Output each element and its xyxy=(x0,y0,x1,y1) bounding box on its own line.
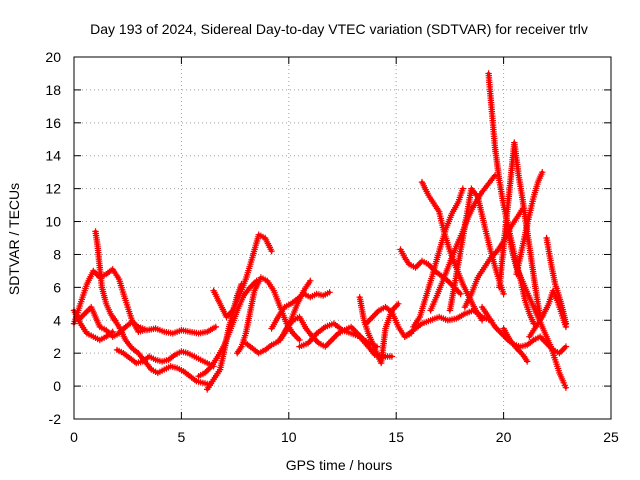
plus-markers xyxy=(418,178,486,324)
y-tick-label: -2 xyxy=(49,411,62,427)
y-tick-label: 16 xyxy=(45,115,61,131)
series-track-12 xyxy=(268,289,333,332)
series-track-26 xyxy=(478,303,570,357)
plus-markers xyxy=(513,169,546,278)
series-track-9 xyxy=(210,231,275,321)
plus-markers xyxy=(478,303,570,357)
plus-markers xyxy=(356,294,402,367)
series-track-17 xyxy=(397,246,464,298)
chart-title: Day 193 of 2024, Sidereal Day-to-day VTE… xyxy=(90,21,588,37)
series-track-30 xyxy=(543,234,570,327)
plus-markers xyxy=(496,139,544,321)
y-tick-label: 4 xyxy=(53,312,61,328)
plus-markers xyxy=(500,325,531,365)
series-layer xyxy=(70,70,570,393)
x-tick-label: 10 xyxy=(281,429,297,445)
plot-frame xyxy=(73,56,612,420)
series-track-6 xyxy=(113,346,217,370)
y-tick-label: 2 xyxy=(53,345,61,361)
plus-markers xyxy=(109,313,213,388)
x-tick-label: 20 xyxy=(496,429,512,445)
plus-markers xyxy=(92,228,118,324)
series-track-25 xyxy=(496,139,544,321)
x-tick-label: 25 xyxy=(603,429,619,445)
y-tick-label: 12 xyxy=(45,181,61,197)
y-tick-label: 8 xyxy=(53,246,61,262)
plus-markers xyxy=(446,185,507,314)
x-axis-label: GPS time / hours xyxy=(286,457,393,473)
plus-markers xyxy=(113,346,217,370)
plus-markers xyxy=(543,234,570,327)
series-track-5 xyxy=(109,313,213,388)
y-tick-label: 6 xyxy=(53,279,61,295)
plus-markers xyxy=(210,231,275,321)
y-axis-label: SDTVAR / TECUs xyxy=(6,183,22,295)
x-tick-label: 0 xyxy=(70,429,78,445)
plus-markers xyxy=(75,303,219,340)
x-tick-label: 15 xyxy=(388,429,404,445)
series-track-3 xyxy=(75,303,219,340)
y-tick-label: 10 xyxy=(45,214,61,230)
tick-layer: 0 5 10 15 20 25 -2 0 2 4 6 8 10 12 14 16 18 20 xyxy=(45,49,619,445)
plus-markers xyxy=(268,289,333,332)
grid-layer xyxy=(74,57,611,419)
y-tick-label: 18 xyxy=(45,82,61,98)
series-track-4 xyxy=(92,228,118,324)
series-track-20 xyxy=(418,178,486,324)
series-track-31 xyxy=(500,325,531,365)
x-tick-label: 5 xyxy=(178,429,186,445)
y-tick-label: 0 xyxy=(53,378,61,394)
y-tick-label: 14 xyxy=(45,148,61,164)
y-tick-label: 20 xyxy=(45,49,61,65)
series-track-28 xyxy=(513,169,546,278)
series-track-15 xyxy=(356,294,402,367)
